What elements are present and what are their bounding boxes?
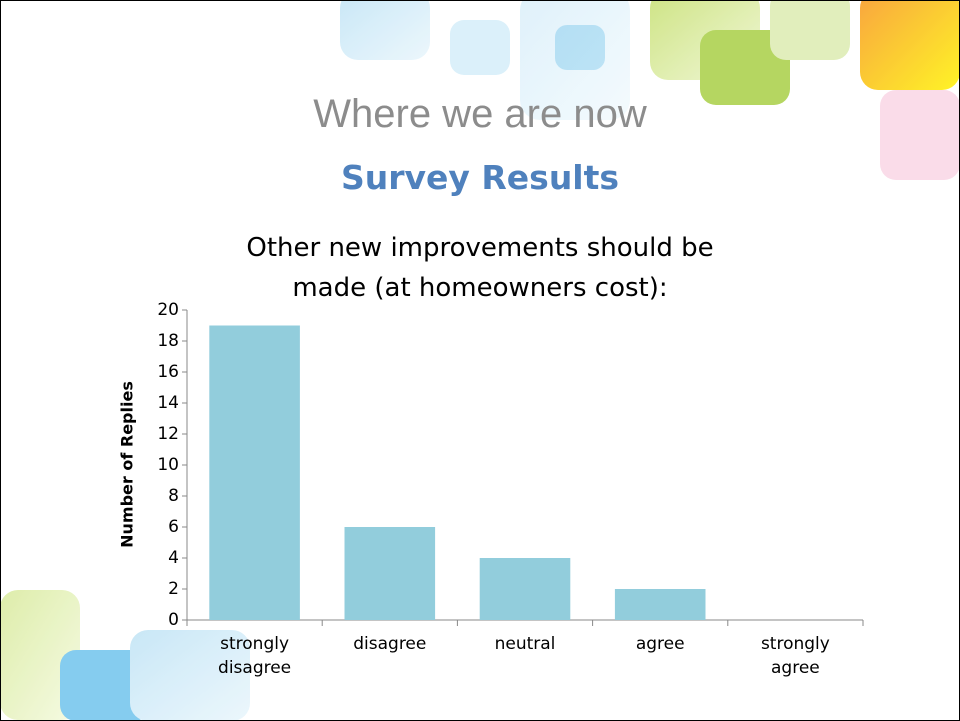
y-tick-label: 2	[168, 579, 179, 599]
y-tick-label: 16	[157, 362, 179, 382]
x-tick-label: disagree	[353, 634, 427, 654]
x-tick-label: agree	[635, 634, 685, 654]
y-tick-label: 12	[157, 424, 179, 444]
bar	[479, 558, 571, 620]
bar	[614, 589, 706, 620]
y-tick-label: 6	[168, 517, 179, 537]
bar	[344, 527, 436, 620]
bar	[209, 325, 300, 620]
y-tick-label: 0	[168, 610, 179, 630]
y-axis-label: Number of Replies	[117, 381, 137, 548]
y-tick-label: 10	[157, 455, 179, 475]
slide-title: Where we are now	[313, 92, 647, 136]
slide-subtitle: Survey Results	[340, 158, 620, 197]
y-tick-label: 8	[168, 486, 179, 506]
chart-title: Other new improvements should be made (a…	[246, 233, 714, 303]
y-tick-label: 14	[157, 393, 179, 413]
y-tick-label: 4	[168, 548, 179, 568]
x-tick-label: neutral	[494, 634, 556, 654]
y-tick-label: 18	[157, 331, 179, 351]
y-tick-label: 20	[157, 300, 179, 320]
x-tick-label: strongly disagree	[218, 634, 292, 678]
x-tick-label: strongly agree	[760, 634, 830, 678]
